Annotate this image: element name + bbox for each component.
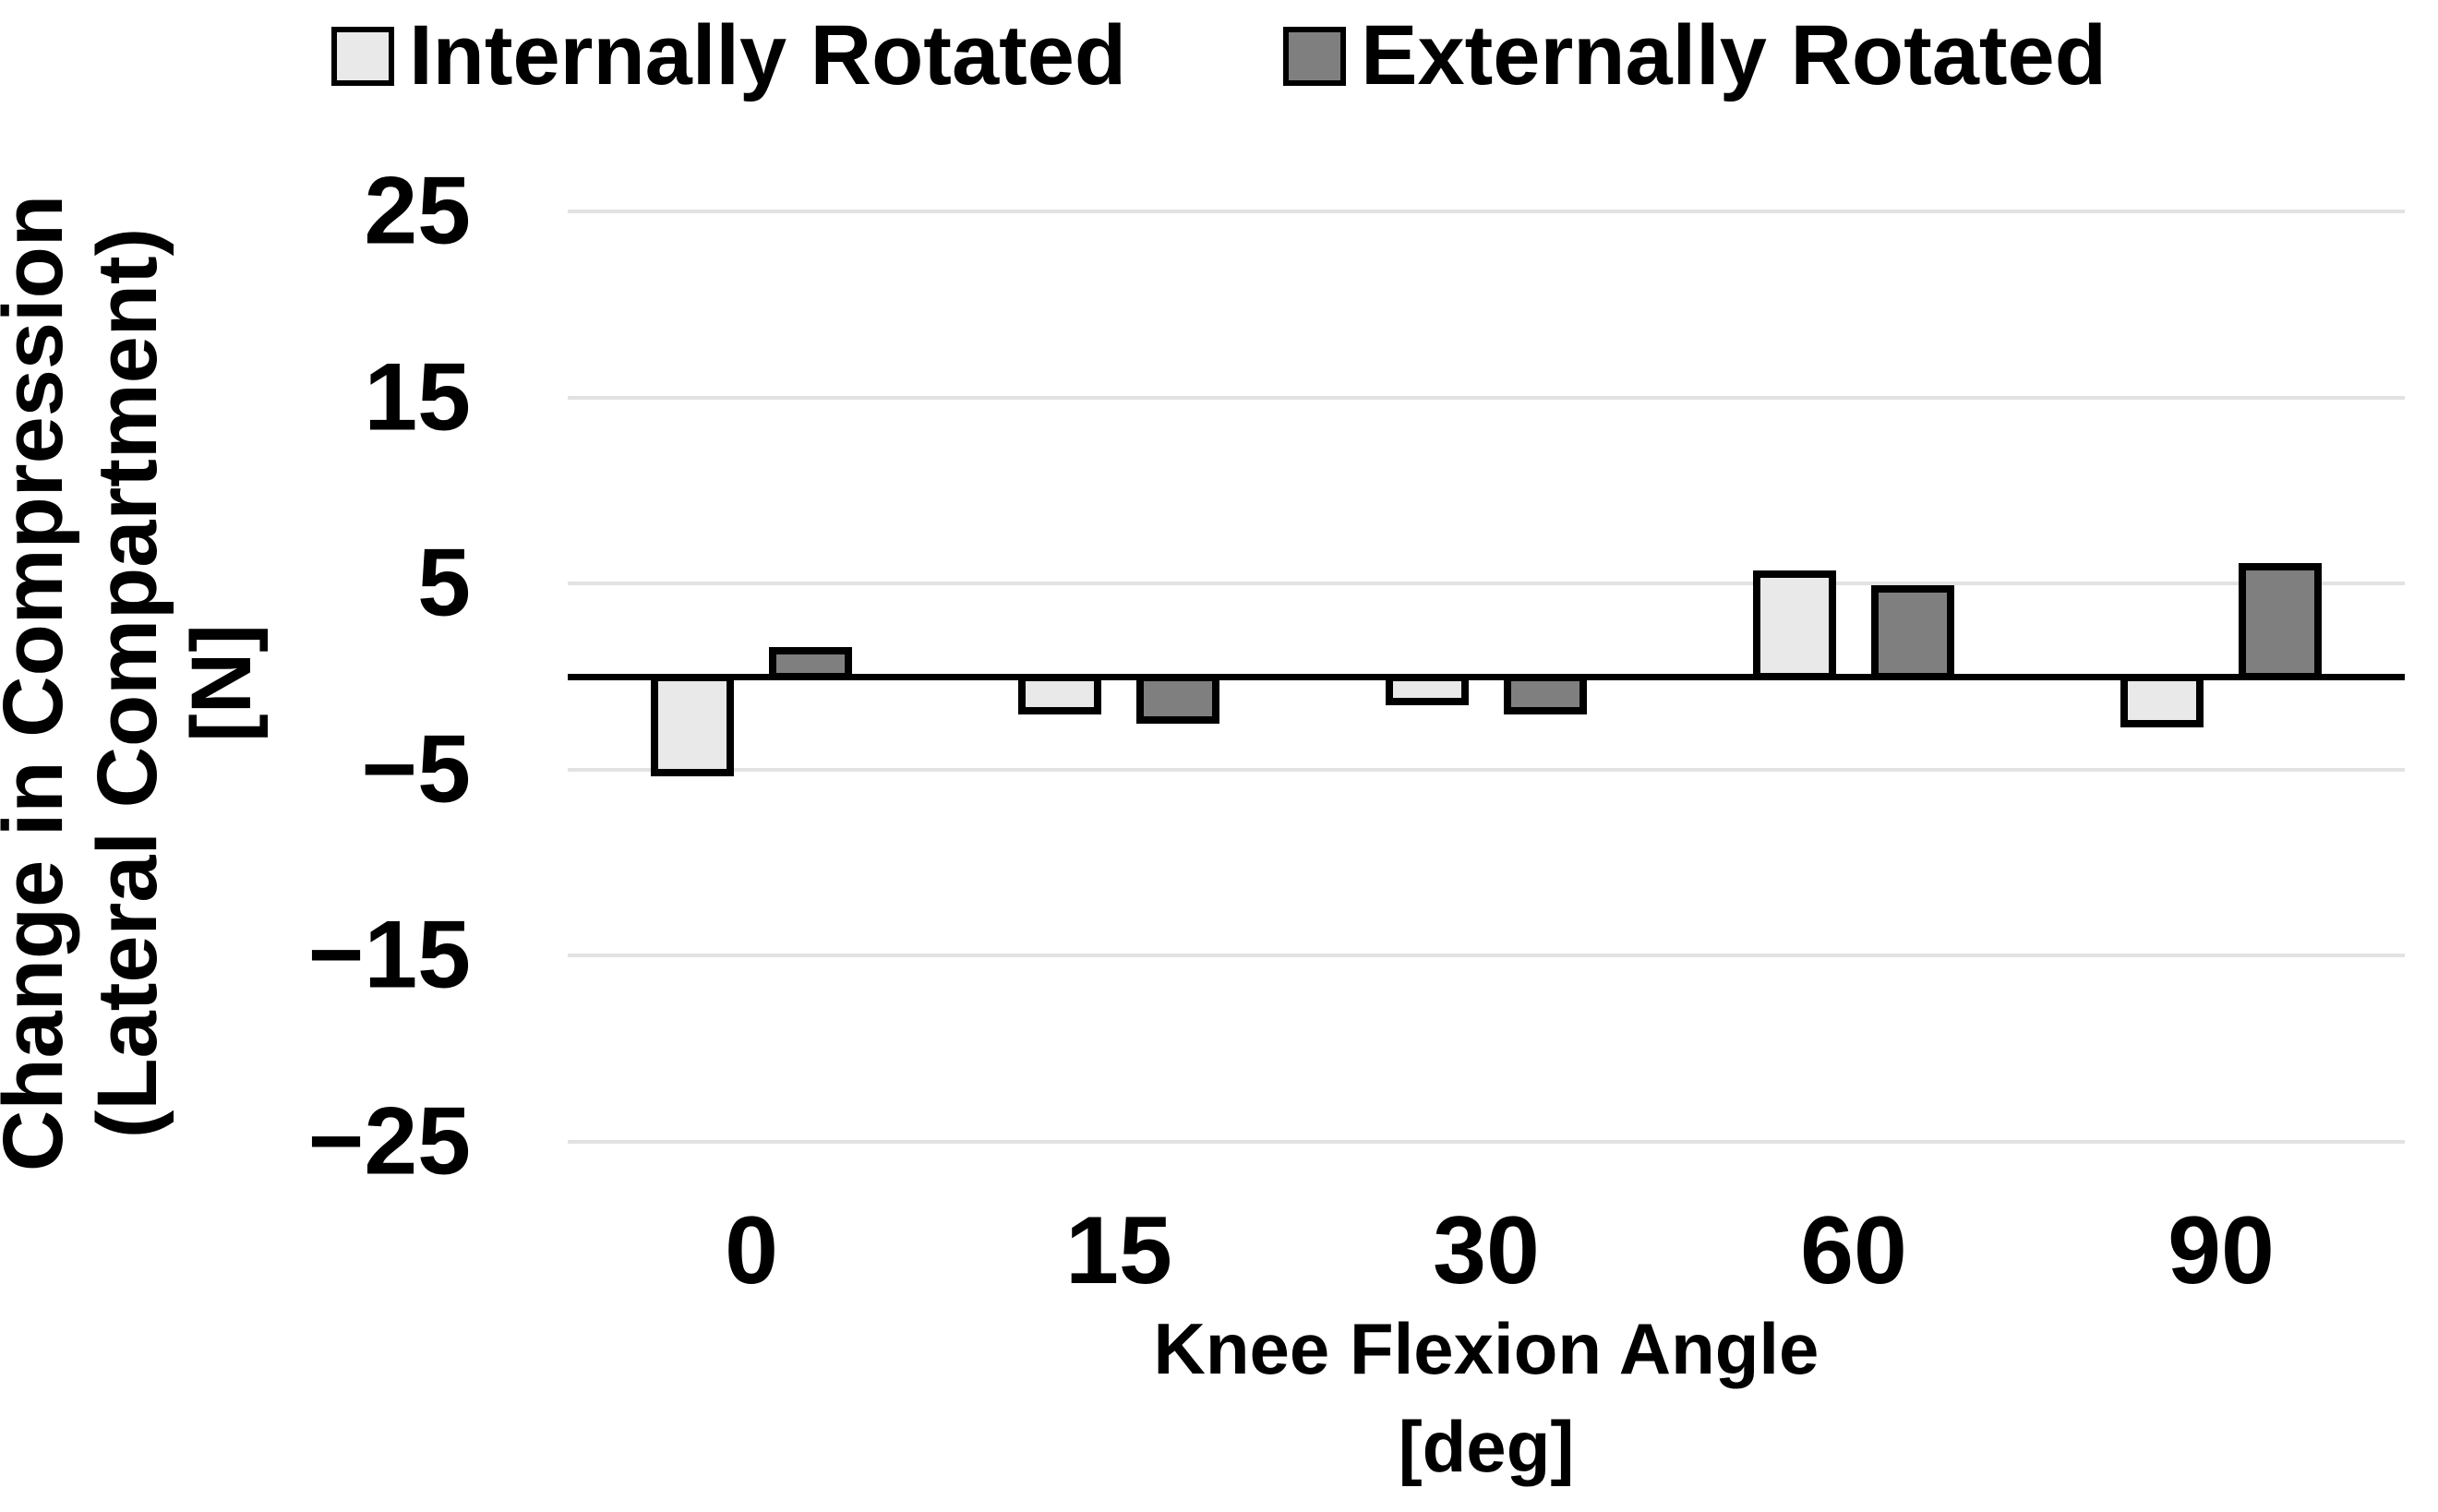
x-tick-label-60: 60 bbox=[1800, 1197, 1907, 1304]
x-tick-label-30: 30 bbox=[1433, 1197, 1540, 1304]
y-axis-title-line3: [N] bbox=[174, 624, 269, 742]
bar-external-60deg bbox=[1871, 585, 1954, 680]
y-tick-label--15: −15 bbox=[307, 901, 471, 1009]
x-axis-line bbox=[568, 673, 2405, 680]
legend: Internally Rotated Externally Rotated bbox=[0, 8, 2438, 102]
y-axis-title: Change in Compression (Lateral Compartme… bbox=[0, 37, 272, 1329]
legend-label-externally-rotated: Externally Rotated bbox=[1361, 8, 2107, 102]
y-tick-label--5: −5 bbox=[361, 715, 471, 823]
bar-internal-60deg bbox=[1753, 570, 1836, 680]
gridline-y-25 bbox=[568, 210, 2405, 214]
y-tick-label-25: 25 bbox=[364, 157, 471, 265]
bar-external-30deg bbox=[1504, 674, 1587, 715]
x-tick-label-90: 90 bbox=[2168, 1197, 2275, 1304]
bar-external-0deg bbox=[769, 646, 852, 680]
legend-swatch-internally-rotated bbox=[331, 26, 395, 86]
legend-item-externally-rotated: Externally Rotated bbox=[1283, 8, 2107, 102]
x-axis-title-line1: Knee Flexion Angle bbox=[1153, 1308, 1819, 1389]
legend-label-internally-rotated: Internally Rotated bbox=[409, 8, 1127, 102]
y-tick-label--25: −25 bbox=[307, 1087, 471, 1195]
legend-item-internally-rotated: Internally Rotated bbox=[331, 8, 1127, 102]
legend-swatch-externally-rotated bbox=[1283, 26, 1347, 86]
gridline-y-15 bbox=[568, 395, 2405, 400]
bar-external-90deg bbox=[2239, 563, 2322, 680]
x-axis-title-line2: [deg] bbox=[1398, 1406, 1575, 1487]
gridline-y--25 bbox=[568, 1139, 2405, 1144]
y-tick-label-5: 5 bbox=[417, 529, 471, 637]
bar-internal-0deg bbox=[651, 674, 734, 776]
y-axis-title-line1: Change in Compression bbox=[0, 194, 80, 1172]
gridline-y--5 bbox=[568, 767, 2405, 772]
x-tick-label-0: 0 bbox=[725, 1197, 778, 1304]
y-axis-title-line2: (Lateral Compartment) bbox=[80, 227, 174, 1139]
x-tick-label-15: 15 bbox=[1065, 1197, 1172, 1304]
gridline-y--15 bbox=[568, 954, 2405, 958]
bar-internal-90deg bbox=[2120, 674, 2204, 728]
bar-internal-15deg bbox=[1018, 674, 1101, 715]
x-axis-title: Knee Flexion Angle [deg] bbox=[568, 1300, 2405, 1495]
bar-external-15deg bbox=[1136, 674, 1219, 725]
bar-internal-30deg bbox=[1386, 674, 1469, 706]
gridline-y-5 bbox=[568, 582, 2405, 586]
y-tick-label-15: 15 bbox=[364, 343, 471, 451]
